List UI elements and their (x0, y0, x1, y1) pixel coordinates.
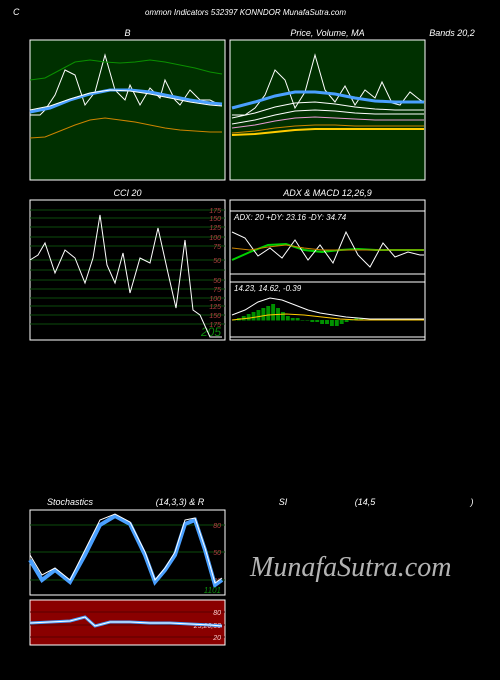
svg-text:50: 50 (213, 550, 221, 557)
svg-text:125: 125 (209, 304, 221, 311)
svg-text:SI: SI (279, 497, 288, 507)
svg-text:): ) (470, 497, 474, 507)
svg-text:50: 50 (213, 258, 221, 265)
svg-text:125: 125 (209, 225, 221, 232)
svg-text:Bands 20,2: Bands 20,2 (429, 28, 475, 38)
svg-text:(14,3,3) & R: (14,3,3) & R (156, 497, 205, 507)
svg-text:ADX: 20 +DY: 23.16 -DY: 34: ADX: 20 +DY: 23.16 -DY: 34.74 (233, 213, 347, 222)
svg-text:1101: 1101 (204, 586, 221, 595)
svg-text:ommon Indicators 532397 KONNDO: ommon Indicators 532397 KONNDOR MunafaSu… (145, 8, 346, 17)
svg-text:(14,5: (14,5 (355, 497, 377, 507)
svg-text:75: 75 (213, 244, 221, 251)
svg-text:75: 75 (213, 287, 221, 294)
svg-text:ADX & MACD 12,26,9: ADX & MACD 12,26,9 (282, 188, 372, 198)
svg-text:80: 80 (213, 610, 221, 617)
svg-text:20: 20 (212, 635, 221, 642)
svg-text:50: 50 (213, 278, 221, 285)
svg-text:100: 100 (209, 296, 221, 303)
svg-text:Price, Volume, MA: Price, Volume, MA (290, 28, 364, 38)
svg-text:B: B (124, 28, 130, 38)
svg-text:14.23, 14.62, -0.39: 14.23, 14.62, -0.39 (234, 284, 302, 293)
svg-text:Stochastics: Stochastics (47, 497, 94, 507)
svg-text:C: C (13, 7, 20, 17)
chart-canvas: Common Indicators 532397 KONNDOR MunafaS… (0, 0, 500, 680)
svg-text:100: 100 (209, 235, 221, 242)
svg-text:80: 80 (213, 523, 221, 530)
svg-text:CCI 20: CCI 20 (113, 188, 141, 198)
svg-text:175: 175 (209, 208, 221, 215)
svg-text:150: 150 (209, 216, 221, 223)
svg-text:150: 150 (209, 313, 221, 320)
